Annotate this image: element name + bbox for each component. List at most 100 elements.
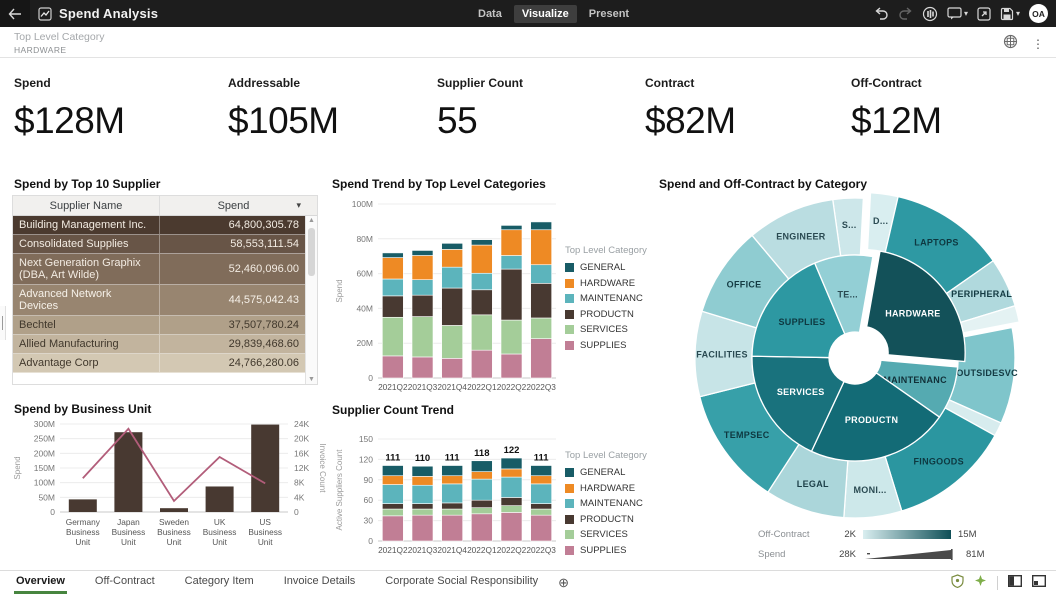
bar-segment-maintenanc-2022Q1[interactable] [471,272,493,291]
bar-segment-general-2022Q2[interactable] [500,225,523,231]
bar-segment-services-2021Q3[interactable] [411,508,434,516]
bar-segment-services-2022Q2[interactable] [500,505,523,513]
supplier-name-cell[interactable]: Bechtel [13,316,160,334]
bar-segment-maintenanc-2021Q4[interactable] [441,483,463,504]
bar-segment-hardware-2022Q2[interactable] [500,229,523,256]
legend-item-hardware[interactable]: HARDWARE [565,278,665,289]
canvas-tab-invoice-details[interactable]: Invoice Details [283,575,356,587]
legend-item-maintenanc[interactable]: MAINTENANC [565,293,665,304]
bar-segment-productn-2021Q3[interactable] [411,503,434,510]
bar-segment-supplies-2021Q4[interactable] [441,514,463,542]
invoice-count-line[interactable] [82,427,266,503]
spend-value-cell[interactable]: 64,800,305.78 [228,219,299,231]
bar-segment-hardware-2022Q3[interactable] [530,475,552,485]
spend-value-cell[interactable]: 52,460,096.00 [228,263,299,275]
canvas-tab-category-item[interactable]: Category Item [184,575,254,587]
bar-segment-maintenanc-2021Q4[interactable] [441,266,463,289]
bar-segment-services-2022Q1[interactable] [471,507,493,515]
legend-item-productn[interactable]: PRODUCTN [565,309,665,320]
legend-item-hardware[interactable]: HARDWARE [565,483,665,494]
bar-segment-maintenanc-2022Q2[interactable] [500,476,523,498]
bar-segment-productn-2022Q3[interactable] [530,283,552,319]
bar-segment-supplies-2022Q1[interactable] [471,513,493,542]
table-row[interactable]: Advanced Network Devices 44,575,042.43 [13,285,307,316]
bar-segment-hardware-2021Q3[interactable] [411,255,434,280]
bar-segment-supplies-2021Q2[interactable] [382,515,404,542]
table-row[interactable]: Advantage Corp 24,766,280.06 [13,354,307,373]
bar-segment-services-2022Q2[interactable] [500,319,523,355]
bar-segment-general-2021Q4[interactable] [441,465,463,477]
back-button[interactable] [0,0,30,27]
table-scrollbar[interactable]: ▲ ▼ [305,216,317,384]
bar-segment-hardware-2021Q2[interactable] [382,257,404,280]
spend-value-cell[interactable]: 58,553,111.54 [230,238,299,250]
legend-item-supplies[interactable]: SUPPLIES [565,545,665,556]
bar-segment-general-2021Q2[interactable] [382,465,404,477]
supplier-name-cell[interactable]: Advanced Network Devices [13,285,160,315]
bar-segment-maintenanc-2022Q3[interactable] [530,264,552,284]
supplier-count-chart[interactable]: 0 30 60 90 120 150 Active Suppliers Count 111 20… [332,415,560,565]
table-row[interactable]: Bechtel 37,507,780.24 [13,316,307,335]
bar-segment-productn-2021Q2[interactable] [382,295,404,318]
business-unit-chart[interactable]: 0 0 50M 4K 100M 8K 150M 12K 200M 16K 250M 20K 300M 24… [12,414,330,566]
bar-segment-services-2021Q4[interactable] [441,508,463,516]
bar-segment-supplies-2022Q2[interactable] [500,353,523,379]
supplier-name-cell[interactable]: Next Generation Graphix (DBA, Art Wilde) [13,254,160,284]
canvas-tab-overview[interactable]: Overview [14,571,67,594]
undo-button[interactable] [874,7,889,20]
legend-item-productn[interactable]: PRODUCTN [565,514,665,525]
legend-item-maintenanc[interactable]: MAINTENANC [565,498,665,509]
spend-value-cell[interactable]: 24,766,280.06 [228,357,299,369]
bar-segment-maintenanc-2022Q1[interactable] [471,478,493,501]
bar-segment-services-2021Q2[interactable] [382,316,404,357]
bar-segment-productn-2021Q3[interactable] [411,294,434,317]
sunburst-slice-hardware[interactable] [865,250,966,363]
bar-segment-services-2022Q1[interactable] [471,314,493,351]
bar-segment-hardware-2021Q4[interactable] [441,249,463,268]
left-panel-handle[interactable] [0,306,6,340]
scroll-down-icon[interactable]: ▼ [308,376,315,383]
bar-segment-productn-2022Q1[interactable] [471,499,493,508]
filter-bar-menu-icon[interactable] [1003,34,1018,54]
bar-segment-supplies-2022Q1[interactable] [471,349,493,379]
bar-segment-services-2022Q3[interactable] [530,508,552,516]
bar-segment-maintenanc-2021Q3[interactable] [411,279,434,296]
tab-visualize[interactable]: Visualize [513,4,577,23]
bar-segment-services-2021Q4[interactable] [441,325,463,359]
filter-top-level-category[interactable]: Top Level Category HARDWARE [14,31,104,55]
bar-UK Business Unit[interactable] [205,486,234,512]
bar-segment-supplies-2021Q3[interactable] [411,514,434,542]
layout-panel-left-icon[interactable] [1007,574,1023,592]
bar-segment-productn-2021Q4[interactable] [441,287,463,326]
bar-segment-productn-2022Q2[interactable] [500,268,523,321]
bar-segment-maintenanc-2021Q3[interactable] [411,484,434,504]
supplier-name-cell[interactable]: Consolidated Supplies [13,235,160,253]
supplier-name-cell[interactable]: Advantage Corp [13,354,160,372]
bar-segment-hardware-2021Q2[interactable] [382,475,404,485]
bar-segment-supplies-2022Q3[interactable] [530,338,552,379]
bar-segment-hardware-2021Q4[interactable] [441,475,463,485]
bar-Sweden Business Unit[interactable] [160,508,188,512]
export-button[interactable] [977,6,991,21]
kebab-menu-icon[interactable]: ⋮ [1032,37,1044,51]
spend-trend-chart[interactable]: 0 20M 40M 60M 80M 100M Spend 2021Q2 2021Q3 2021Q4… [332,192,560,402]
bar-segment-hardware-2022Q2[interactable] [500,468,523,478]
insights-button[interactable] [922,6,938,22]
bar-segment-supplies-2021Q2[interactable] [382,355,404,379]
legend-item-services[interactable]: SERVICES [565,529,665,540]
bar-segment-general-2021Q4[interactable] [441,243,463,250]
sort-caret-icon[interactable]: ▾ [296,200,301,210]
bar-segment-general-2021Q3[interactable] [411,465,434,477]
bar-segment-hardware-2022Q1[interactable] [471,471,493,480]
bar-segment-maintenanc-2022Q2[interactable] [500,255,523,270]
column-header-supplier-name[interactable]: Supplier Name [13,196,160,215]
legend-item-general[interactable]: GENERAL [565,262,665,273]
legend-item-services[interactable]: SERVICES [565,324,665,335]
column-header-spend[interactable]: Spend ▾ [160,196,307,215]
bar-segment-productn-2022Q3[interactable] [530,503,552,510]
bar-segment-hardware-2022Q3[interactable] [530,229,552,266]
bar-segment-productn-2022Q1[interactable] [471,289,493,316]
legend-item-general[interactable]: GENERAL [565,467,665,478]
bar-segment-general-2022Q2[interactable] [500,457,523,470]
bar-segment-general-2021Q3[interactable] [411,250,434,256]
